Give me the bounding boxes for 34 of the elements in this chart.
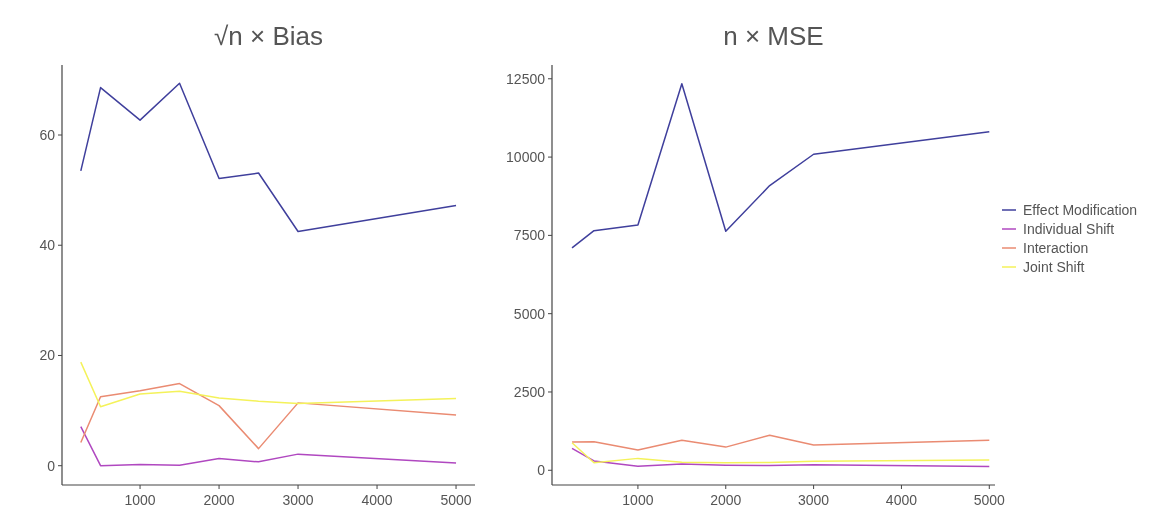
y-tick-label: 2500 (513, 383, 546, 400)
line-series (80, 82, 457, 233)
x-tick-label: 1000 (622, 492, 654, 508)
chart-title: √n × Bias (214, 21, 323, 51)
y-tick-label: 20 (39, 347, 56, 364)
line-series (571, 447, 991, 468)
legend-label: Effect Modification (1023, 201, 1138, 218)
y-tick-label: 40 (39, 237, 56, 254)
line-series (80, 425, 457, 467)
x-tick-label: 5000 (973, 492, 1006, 508)
chart-title: n × MSE (723, 21, 824, 51)
x-tick-label: 4000 (885, 492, 918, 508)
y-tick-label: 10000 (506, 148, 546, 165)
x-tick-label: 3000 (282, 492, 314, 508)
legend-label: Interaction (1023, 239, 1089, 256)
legend-label: Individual Shift (1023, 220, 1115, 237)
y-tick-label: 12500 (506, 70, 546, 87)
legend-label: Joint Shift (1023, 258, 1085, 275)
x-tick-label: 1000 (124, 492, 156, 508)
y-tick-label: 5000 (513, 305, 546, 322)
line-series (80, 361, 457, 408)
x-tick-label: 5000 (440, 492, 472, 508)
line-series (80, 382, 457, 450)
x-tick-label: 2000 (710, 492, 742, 508)
y-tick-label: 7500 (513, 227, 546, 244)
line-series (571, 441, 991, 464)
y-tick-label: 0 (537, 462, 546, 479)
x-tick-label: 2000 (203, 492, 235, 508)
y-tick-label: 0 (47, 457, 56, 474)
x-tick-label: 4000 (361, 492, 393, 508)
line-series (571, 434, 991, 451)
x-tick-label: 3000 (798, 492, 830, 508)
y-tick-label: 60 (39, 126, 56, 143)
line-series (571, 83, 991, 249)
